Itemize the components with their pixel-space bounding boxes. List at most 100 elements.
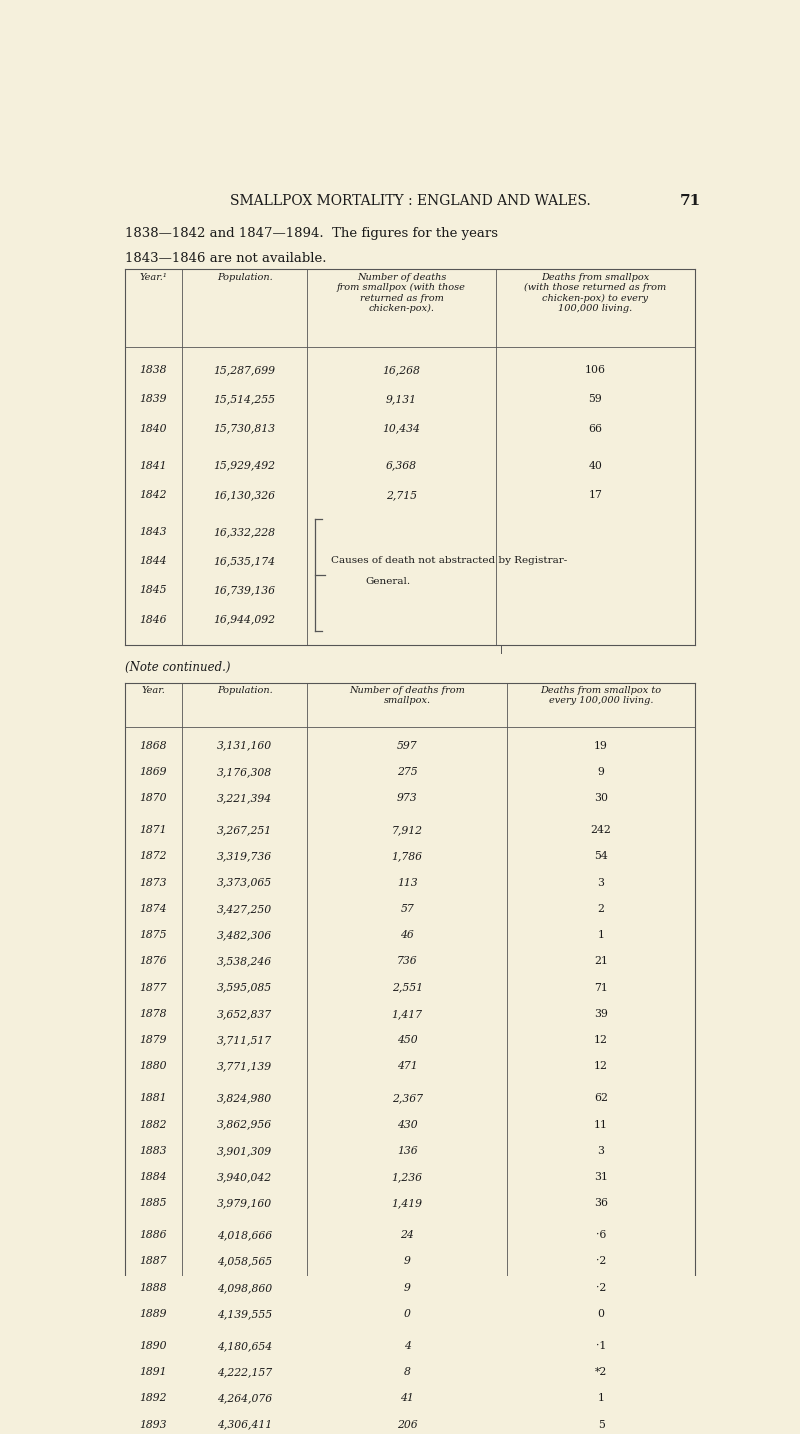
Text: 62: 62 bbox=[594, 1093, 608, 1103]
Text: 15,730,813: 15,730,813 bbox=[214, 423, 275, 433]
Text: 4,222,157: 4,222,157 bbox=[217, 1367, 272, 1377]
Text: 1881: 1881 bbox=[139, 1093, 167, 1103]
Text: 7,912: 7,912 bbox=[392, 825, 422, 835]
Text: 9,131: 9,131 bbox=[386, 394, 417, 404]
Text: 8: 8 bbox=[404, 1367, 410, 1377]
Text: 1843—1846 are not available.: 1843—1846 are not available. bbox=[125, 251, 326, 265]
Text: 3,771,139: 3,771,139 bbox=[217, 1061, 272, 1071]
Text: ·2: ·2 bbox=[596, 1256, 606, 1266]
Text: 15,929,492: 15,929,492 bbox=[214, 460, 275, 470]
Text: ·6: ·6 bbox=[596, 1230, 606, 1240]
Text: 4,058,565: 4,058,565 bbox=[217, 1256, 272, 1266]
Text: 1872: 1872 bbox=[139, 852, 167, 862]
Text: 6,368: 6,368 bbox=[386, 460, 417, 470]
Text: 242: 242 bbox=[590, 825, 611, 835]
Text: 15,514,255: 15,514,255 bbox=[214, 394, 275, 404]
Text: 39: 39 bbox=[594, 1010, 608, 1020]
Text: 3,131,160: 3,131,160 bbox=[217, 740, 272, 750]
Text: 36: 36 bbox=[594, 1199, 608, 1209]
Text: 1879: 1879 bbox=[139, 1035, 167, 1045]
Text: 113: 113 bbox=[397, 878, 418, 888]
Text: 3,482,306: 3,482,306 bbox=[217, 931, 272, 941]
Text: 71: 71 bbox=[594, 982, 608, 992]
Text: 12: 12 bbox=[594, 1035, 608, 1045]
Text: 1883: 1883 bbox=[139, 1146, 167, 1156]
Text: 136: 136 bbox=[397, 1146, 418, 1156]
Text: Deaths from smallpox
(with those returned as from
chicken-pox) to every
100,000 : Deaths from smallpox (with those returne… bbox=[524, 272, 666, 313]
Text: Number of deaths from
smallpox.: Number of deaths from smallpox. bbox=[350, 685, 465, 706]
Text: 2,367: 2,367 bbox=[392, 1093, 422, 1103]
Text: 40: 40 bbox=[589, 460, 602, 470]
Text: 2,551: 2,551 bbox=[392, 982, 422, 992]
Text: 3,595,085: 3,595,085 bbox=[217, 982, 272, 992]
Text: 1: 1 bbox=[598, 931, 605, 941]
Text: 973: 973 bbox=[397, 793, 418, 803]
Text: 1891: 1891 bbox=[139, 1367, 167, 1377]
Text: 1885: 1885 bbox=[139, 1199, 167, 1209]
Text: 1878: 1878 bbox=[139, 1010, 167, 1020]
Text: 59: 59 bbox=[589, 394, 602, 404]
Text: 1841: 1841 bbox=[139, 460, 167, 470]
Text: 46: 46 bbox=[400, 931, 414, 941]
Text: 21: 21 bbox=[594, 956, 608, 967]
Text: 16,739,136: 16,739,136 bbox=[214, 585, 275, 595]
Text: 3,538,246: 3,538,246 bbox=[217, 956, 272, 967]
Text: 1886: 1886 bbox=[139, 1230, 167, 1240]
Text: 15,287,699: 15,287,699 bbox=[214, 366, 275, 376]
Text: Population.: Population. bbox=[217, 685, 273, 695]
Text: 3,427,250: 3,427,250 bbox=[217, 903, 272, 913]
Text: 1868: 1868 bbox=[139, 740, 167, 750]
Text: (Note continued.): (Note continued.) bbox=[125, 661, 230, 674]
Text: 1844: 1844 bbox=[139, 556, 167, 566]
Text: 3,940,042: 3,940,042 bbox=[217, 1172, 272, 1182]
Text: 1846: 1846 bbox=[139, 615, 167, 625]
Text: 471: 471 bbox=[397, 1061, 418, 1071]
Text: 1887: 1887 bbox=[139, 1256, 167, 1266]
Text: 1,417: 1,417 bbox=[392, 1010, 422, 1020]
Text: 19: 19 bbox=[594, 740, 608, 750]
Text: 1843: 1843 bbox=[139, 526, 167, 536]
Text: 3,979,160: 3,979,160 bbox=[217, 1199, 272, 1209]
Text: 1873: 1873 bbox=[139, 878, 167, 888]
Text: Year.: Year. bbox=[142, 685, 166, 695]
Text: *2: *2 bbox=[595, 1367, 607, 1377]
Text: 450: 450 bbox=[397, 1035, 418, 1045]
Text: 1,786: 1,786 bbox=[392, 852, 422, 862]
Text: 3,221,394: 3,221,394 bbox=[217, 793, 272, 803]
Text: 4,098,860: 4,098,860 bbox=[217, 1283, 272, 1292]
Text: 54: 54 bbox=[594, 852, 608, 862]
Text: 30: 30 bbox=[594, 793, 608, 803]
Text: 4,139,555: 4,139,555 bbox=[217, 1309, 272, 1319]
Text: 3,267,251: 3,267,251 bbox=[217, 825, 272, 835]
Text: 4,264,076: 4,264,076 bbox=[217, 1394, 272, 1404]
Text: 206: 206 bbox=[397, 1420, 418, 1430]
Text: 1870: 1870 bbox=[139, 793, 167, 803]
Text: 1876: 1876 bbox=[139, 956, 167, 967]
Text: 3,319,736: 3,319,736 bbox=[217, 852, 272, 862]
Text: 1842: 1842 bbox=[139, 490, 167, 500]
Text: 4,180,654: 4,180,654 bbox=[217, 1341, 272, 1351]
Text: 16,130,326: 16,130,326 bbox=[214, 490, 275, 500]
Text: 0: 0 bbox=[404, 1309, 410, 1319]
Text: 2: 2 bbox=[598, 903, 605, 913]
Text: 16,332,228: 16,332,228 bbox=[214, 526, 275, 536]
Text: 5: 5 bbox=[598, 1420, 605, 1430]
Text: 736: 736 bbox=[397, 956, 418, 967]
Text: 12: 12 bbox=[594, 1061, 608, 1071]
Text: 430: 430 bbox=[397, 1120, 418, 1130]
Text: 1880: 1880 bbox=[139, 1061, 167, 1071]
Text: 1892: 1892 bbox=[139, 1394, 167, 1404]
Text: 1893: 1893 bbox=[139, 1420, 167, 1430]
Text: SMALLPOX MORTALITY : ENGLAND AND WALES.: SMALLPOX MORTALITY : ENGLAND AND WALES. bbox=[230, 194, 590, 208]
Text: 1845: 1845 bbox=[139, 585, 167, 595]
Text: 3,824,980: 3,824,980 bbox=[217, 1093, 272, 1103]
Text: 4: 4 bbox=[404, 1341, 410, 1351]
Text: 71: 71 bbox=[680, 194, 702, 208]
Text: 3,652,837: 3,652,837 bbox=[217, 1010, 272, 1020]
Text: 9: 9 bbox=[598, 767, 605, 777]
Text: 9: 9 bbox=[404, 1283, 410, 1292]
Text: General.: General. bbox=[365, 578, 410, 587]
Text: 66: 66 bbox=[588, 423, 602, 433]
Text: 3,373,065: 3,373,065 bbox=[217, 878, 272, 888]
Text: Number of deaths
from smallpox (with those
returned as from
chicken-pox).: Number of deaths from smallpox (with tho… bbox=[337, 272, 466, 313]
